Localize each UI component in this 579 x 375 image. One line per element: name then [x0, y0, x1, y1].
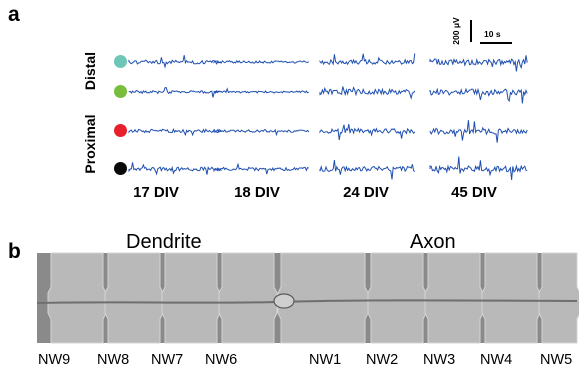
channel-dot-1	[114, 55, 127, 68]
nanowire-label-nw3: NW3	[423, 352, 456, 368]
electrode-block-5	[277, 252, 369, 344]
scale-bar-voltage-label: 200 μV	[451, 17, 461, 45]
panel-b-letter: b	[8, 240, 21, 263]
cell-body	[273, 293, 295, 309]
trace-col1-row3	[128, 127, 222, 137]
trace-col3-row1	[319, 53, 416, 66]
electrode-block-3	[161, 252, 221, 344]
nanowire-label-nw9: NW9	[38, 352, 71, 368]
electrode-block-2	[104, 252, 164, 344]
scale-bar: 200 μV 10 s	[451, 17, 528, 50]
axon-label: Axon	[410, 231, 456, 253]
nanowire-label-nw5: NW5	[540, 352, 573, 368]
electrode-block-7	[424, 252, 484, 344]
scale-bar-time-label: 10 s	[484, 29, 501, 39]
trace-col4-row4	[429, 156, 528, 181]
scale-bar-vertical	[470, 20, 472, 42]
nanowire-label-nw8: NW8	[97, 352, 130, 368]
trace-col2-row3	[213, 128, 310, 137]
trace-col3-row4	[319, 160, 416, 180]
electrode-block-1	[47, 252, 107, 344]
electrode-block-9	[538, 252, 579, 344]
trace-col1-row2	[128, 86, 222, 98]
column-label-17div: 17 DIV	[133, 184, 179, 201]
channel-dot-2	[114, 85, 127, 98]
nanowire-label-nw1: NW1	[309, 352, 342, 368]
electrode-block-6	[367, 252, 427, 344]
trace-col3-row2	[319, 86, 416, 100]
dendrite-label: Dendrite	[126, 231, 202, 253]
column-label-24div: 24 DIV	[343, 184, 389, 201]
trace-col1-row1	[128, 55, 222, 69]
column-label-45div: 45 DIV	[451, 184, 497, 201]
sem-micrograph	[36, 252, 579, 344]
trace-col2-row4	[213, 162, 310, 175]
trace-col2-row1	[213, 59, 310, 64]
nanowire-label-nw2: NW2	[366, 352, 399, 368]
trace-col4-row3	[429, 120, 528, 143]
trace-col4-row2	[429, 87, 528, 104]
trace-grid	[128, 53, 528, 181]
nanowire-label-nw4: NW4	[480, 352, 513, 368]
trace-col4-row1	[429, 55, 528, 72]
trace-col2-row2	[213, 87, 309, 94]
electrode-block-4	[218, 252, 278, 344]
channel-dot-3	[114, 124, 127, 137]
panel-a-letter: a	[8, 3, 20, 26]
trace-col1-row4	[128, 162, 222, 176]
nanowire-label-nw6: NW6	[205, 352, 238, 368]
channel-dot-4	[114, 162, 127, 175]
column-label-18div: 18 DIV	[234, 184, 280, 201]
nanowire-label-nw7: NW7	[151, 352, 184, 368]
electrode-block-8	[481, 252, 541, 344]
scale-bar-horizontal	[480, 42, 512, 44]
trace-col3-row3	[319, 124, 416, 141]
